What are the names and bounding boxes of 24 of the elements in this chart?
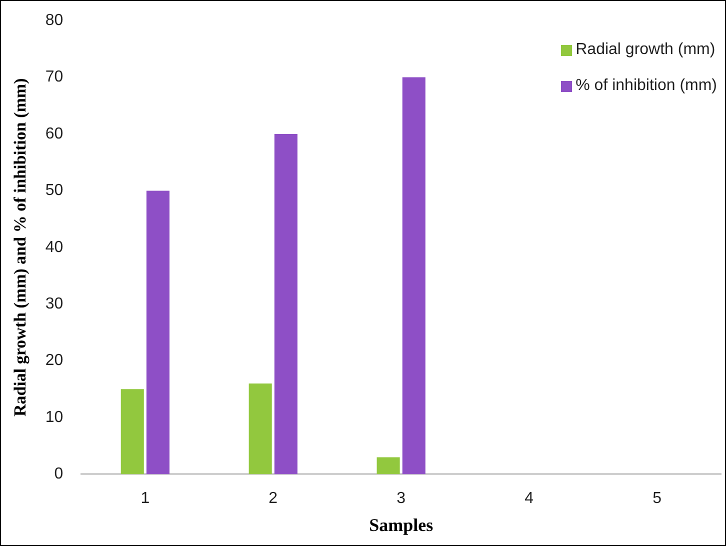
x-tick-label: 3 bbox=[396, 490, 406, 508]
y-tick-label: 60 bbox=[45, 125, 64, 142]
bar bbox=[402, 77, 426, 474]
y-axis-title: Radial growth (mm) and % of inhibition (mm) bbox=[10, 78, 30, 417]
y-tick-label: 50 bbox=[45, 182, 64, 200]
bar bbox=[376, 457, 400, 474]
y-tick-label: 0 bbox=[54, 466, 64, 483]
x-tick-label: 4 bbox=[524, 490, 534, 508]
x-tick-label: 1 bbox=[140, 490, 150, 508]
y-tick-label: 80 bbox=[45, 12, 64, 30]
y-tick-label: 40 bbox=[45, 238, 64, 256]
bar bbox=[274, 134, 298, 474]
legend-label: Radial growth (mm) bbox=[576, 41, 716, 59]
bar bbox=[146, 190, 170, 474]
bar bbox=[120, 389, 144, 474]
x-tick-label: 5 bbox=[652, 490, 662, 508]
bar bbox=[248, 383, 272, 474]
y-tick-label: 30 bbox=[45, 296, 64, 313]
x-axis-title: Samples bbox=[369, 514, 434, 535]
x-tick-label: 2 bbox=[268, 490, 278, 508]
y-tick-label: 10 bbox=[45, 408, 64, 426]
y-tick-label: 70 bbox=[45, 68, 64, 86]
legend-label: % of inhibition (mm) bbox=[576, 77, 717, 95]
y-tick-label: 20 bbox=[45, 352, 64, 370]
